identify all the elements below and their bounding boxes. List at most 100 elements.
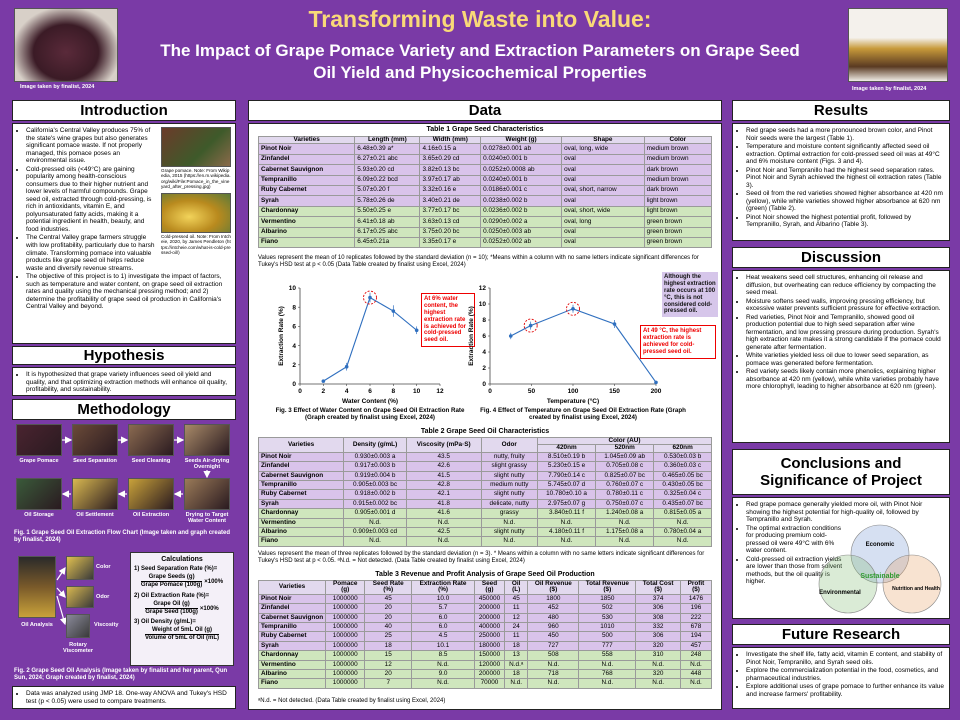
bullet-list: Red grape pomace generally yielded more … [737,501,945,586]
table-cell: 310 [635,650,681,661]
table-cell: Vermentino [257,216,356,228]
table-cell: 10.0 [411,593,475,605]
x-tick-label: 150 [609,388,620,395]
table-cell: Chardonnay [257,650,327,661]
table-cell: N.d.ᵃ [504,659,529,670]
column-header: Total Revenue ($) [578,580,637,595]
table-cell: 3.840±0.11 f [536,508,597,519]
bullet-list: It is hypothesized that grape variety in… [17,371,231,394]
intro-photo [161,193,231,234]
step-label: Oil Storage [24,512,54,518]
x-tick-label: 4 [345,388,349,395]
table-title: Table 3 Revenue and Profit Analysis of G… [375,571,595,578]
table-cell: N.d. [527,659,580,670]
figure-caption: Fig. 3 Effect of Water Content on Grape … [275,407,465,422]
table-cell: 7.790±0.14 c [536,470,597,482]
table-cell: Tempranillo [257,621,327,633]
step-label: Oil Extraction [132,512,170,518]
subheader-row: 420nm 520nm 620nm [259,444,712,453]
table-cell: 45 [504,593,529,605]
figure-caption: Fig. 4 Effect of Temperature on Grape Se… [480,407,686,422]
table-cell: N.d. [578,678,637,689]
y-tick-label: 4 [292,343,296,350]
table-cell: oval [561,236,645,249]
table-row: Fiano N.d. N.d. N.d. N.d. N.d. N.d. [257,536,712,547]
table-cell: Vermentino [257,659,327,670]
step-photo [72,424,118,456]
table-cell: Vermentino [257,517,345,528]
section-heading: Results [732,100,950,121]
y-tick-label: 2 [292,362,296,369]
column-header: Width (mm) [419,135,482,145]
table-cell: 0.919±0.004 b [343,470,407,482]
table-cell: N.d. [480,536,538,547]
flow-arrows [56,436,211,626]
table-cell: N.d. [653,517,712,528]
table-cell: 200000 [473,603,506,614]
table-cell: 0.918±0.002 b [343,489,407,500]
table-title: Table 1 Grape Seed Characteristics [426,126,544,133]
formula-label: 3) Oil Density (g/mL)= [134,619,196,626]
bullet: Red varieties, Pinot Noir and Tempranill… [746,314,945,352]
table-cell: 120000 [473,659,506,670]
table-cell: 320 [635,668,681,680]
table-cell: 11 [504,631,529,642]
column-header: Viscosity (mPa·S) [405,437,482,453]
photo-caption: Cold-pressed oil. Note: From Intcheie, 2… [161,234,231,255]
photo-credit: Image taken by finalist, 2024 [852,86,927,92]
table-cell: oval [561,195,645,207]
y-tick-label: 6 [292,324,296,331]
table-cell: 3.40±0.21 de [419,195,482,207]
column-header: Pomace (g) [325,580,366,595]
table-cell: 0.750±0.07 c [595,498,655,510]
data-point [391,309,396,313]
y-tick-label: 10 [289,285,297,292]
table-row: Cabernet Sauvignon 0.919±0.004 b 41.5 sligh… [257,470,712,482]
section-heading: Hypothesis [12,346,236,365]
table-cell: Zinfandel [257,153,356,166]
calculations-title: Calculations [161,556,203,563]
y-tick-label: 12 [479,285,487,292]
step-label: Seeds Air-drying Overnight [184,458,230,471]
table-cell: 0.0186±0.001 c [480,184,563,197]
y-tick-label: 8 [292,304,296,311]
table-row: Syrah 0.915±0.002 bc 41.8 delicate, nutty 2.… [257,498,712,510]
table-cell: 8.5 [411,650,475,661]
table-cell: N.d. [527,678,580,689]
table-cell: 6.45±0.21a [354,236,421,249]
step-label: Drying to Target Water Content [185,512,229,525]
bullet: Pinot Noir and Tempranillo had the highe… [746,167,945,190]
table-cell: 13 [504,650,529,661]
column-header: Varieties [257,580,327,595]
table-cell: Ruby Cabernet [257,489,345,500]
table-cell: 40 [364,621,413,633]
table-row: Syrah 5.78±0.26 de 3.40±0.21 de 0.0238±0.00… [257,195,713,207]
y-tick-label: 2 [482,365,486,372]
bullet: California's Central Valley produces 75%… [26,127,231,165]
step-photo [72,478,118,510]
table-cell: medium brown [643,143,713,155]
table-cell: dark brown [643,184,713,197]
table-cell: slight nutty [480,526,538,538]
table-cell: 18 [504,640,529,652]
table-cell: 768 [578,668,637,680]
table-cell: N.d. [536,517,597,528]
column-header: Shape [561,135,645,145]
table-wrap: Varieties Pomace (g) Seed Rate (%) Extracti… [257,580,713,689]
table-cell: Albarino [257,668,327,680]
data-table: Varieties Density (g/mL) Viscosity (mPa·S)… [257,436,713,547]
data-point [654,380,658,385]
step-photo [16,478,62,510]
denominator: Volume of 5mL of Oil (mL) [144,635,220,642]
data-table: Varieties Length (mm) Width (mm) Weight (g)… [257,135,713,249]
table-cell: 1000000 [325,621,366,633]
column-header: Varieties [257,437,345,453]
bullet: Seed oil from the red varieties showed h… [746,190,945,213]
venn-label: Economic [866,542,895,548]
table-cell: 320 [635,640,681,652]
table-cell: 43.5 [405,451,482,463]
x-tick-label: 200 [651,388,662,395]
table-cell: Zinfandel [257,461,345,472]
table-head: Varieties Length (mm) Width (mm) Weight (g)… [257,135,713,145]
